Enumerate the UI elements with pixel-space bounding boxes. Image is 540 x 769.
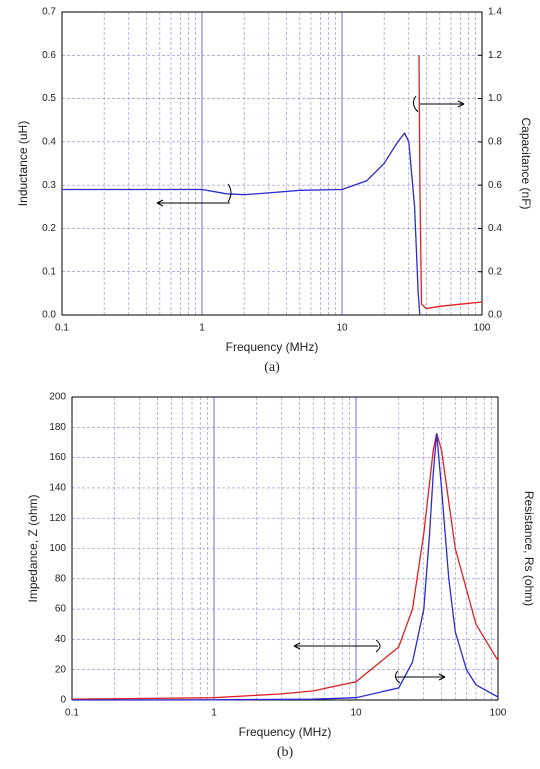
caption: (a) [264,360,280,375]
series-line [71,433,499,700]
y2-tick-label: 1.0 [488,93,502,104]
curl [227,183,232,203]
arrow [156,199,230,207]
y-axis-label: Impedance, Z (ohm) [26,494,40,602]
y-tick-label: 0.2 [42,223,56,234]
x-tick-label: 0.1 [65,708,79,719]
y-tick-label: 0.5 [42,93,56,104]
series-line [62,131,421,316]
y2-axis-label: Resistance, Rs (ohm) [522,491,536,606]
y-tick-label: 60 [55,604,67,615]
x-tick-label: 100 [474,323,491,334]
y-tick-label: 120 [49,513,66,524]
y-tick-label: 100 [49,543,66,554]
x-tick-label: 100 [490,708,507,719]
y2-tick-label: 0.8 [488,136,502,147]
y-tick-label: 0.1 [42,266,56,277]
y-tick-label: 180 [49,422,66,433]
y2-tick-label: 0.2 [488,266,502,277]
y2-tick-label: 0.0 [488,310,502,321]
x-tick-label: 0.1 [55,323,69,334]
x-tick-label: 10 [336,323,348,334]
y-tick-label: 40 [55,634,67,645]
annotations [156,95,465,684]
x-axis-label: Frequency (MHz) [239,725,332,739]
arrow [396,673,446,681]
y-tick-label: 0 [60,695,66,706]
x-tick-label: 1 [211,708,217,719]
x-axis-label: Frequency (MHz) [226,340,319,354]
y-tick-label: 0.4 [42,136,56,147]
y-tick-label: 0.7 [42,7,56,18]
y-tick-label: 20 [55,664,67,675]
series-line [418,55,483,310]
y-tick-label: 0.0 [42,310,56,321]
arrow [420,100,465,108]
x-tick-label: 1 [199,323,205,334]
caption: (b) [277,745,294,760]
arrow [293,642,378,650]
y-axis-label: Inductance (uH) [16,121,30,206]
y2-axis-label: Capacitance (nF) [519,117,533,209]
plot-frame [61,11,483,316]
curl [394,670,401,684]
curl [375,639,381,653]
y-tick-label: 200 [49,392,66,403]
y-tick-label: 0.3 [42,180,56,191]
y-tick-label: 140 [49,483,66,494]
curl [412,95,419,113]
x-tick-label: 10 [350,708,362,719]
y2-tick-label: 0.4 [488,223,502,234]
y2-tick-label: 0.6 [488,180,502,191]
y-tick-label: 0.6 [42,50,56,61]
y-tick-label: 80 [55,573,67,584]
y-tick-label: 160 [49,452,66,463]
y2-tick-label: 1.4 [488,7,502,18]
series-line [71,433,499,701]
y2-tick-label: 1.2 [488,50,502,61]
